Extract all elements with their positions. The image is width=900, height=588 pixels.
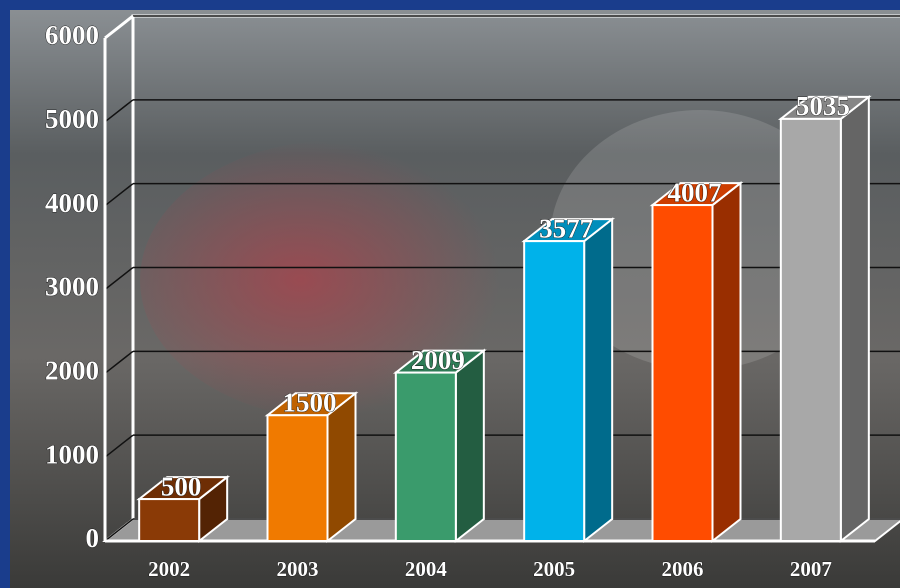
value-label: 1500: [283, 387, 337, 417]
bar: [268, 415, 328, 541]
x-tick-label: 2007: [790, 557, 832, 581]
y-tick-label: 1000: [45, 439, 99, 469]
chart: 0 1000 2000 3000 4000 5000 6000 2002 500 2003 1500…: [0, 0, 900, 588]
bar: [524, 241, 584, 541]
value-label: 3577: [539, 213, 593, 243]
y-tick-label: 2000: [45, 356, 99, 386]
x-tick-label: 2005: [533, 557, 575, 581]
y-tick-label: 4000: [45, 188, 99, 218]
y-tick-label: 6000: [45, 20, 99, 50]
bar: [781, 119, 841, 541]
bar: [396, 373, 456, 541]
bar: [139, 499, 199, 541]
bar-side: [456, 351, 484, 541]
value-label: 4007: [668, 177, 722, 207]
x-tick-label: 2002: [148, 557, 190, 581]
value-label: 2009: [411, 345, 465, 375]
bar-side: [841, 97, 869, 541]
x-tick-label: 2004: [405, 557, 448, 581]
x-tick-label: 2006: [662, 557, 704, 581]
y-tick-label: 5000: [45, 104, 99, 134]
bar-side: [584, 219, 612, 541]
y-tick-label: 0: [86, 523, 100, 553]
y-tick-label: 3000: [45, 272, 99, 302]
bar-side: [713, 183, 741, 541]
bar: [653, 205, 713, 541]
value-label: 500: [161, 471, 202, 501]
value-label: 5035: [796, 91, 850, 121]
x-tick-label: 2003: [277, 557, 319, 581]
